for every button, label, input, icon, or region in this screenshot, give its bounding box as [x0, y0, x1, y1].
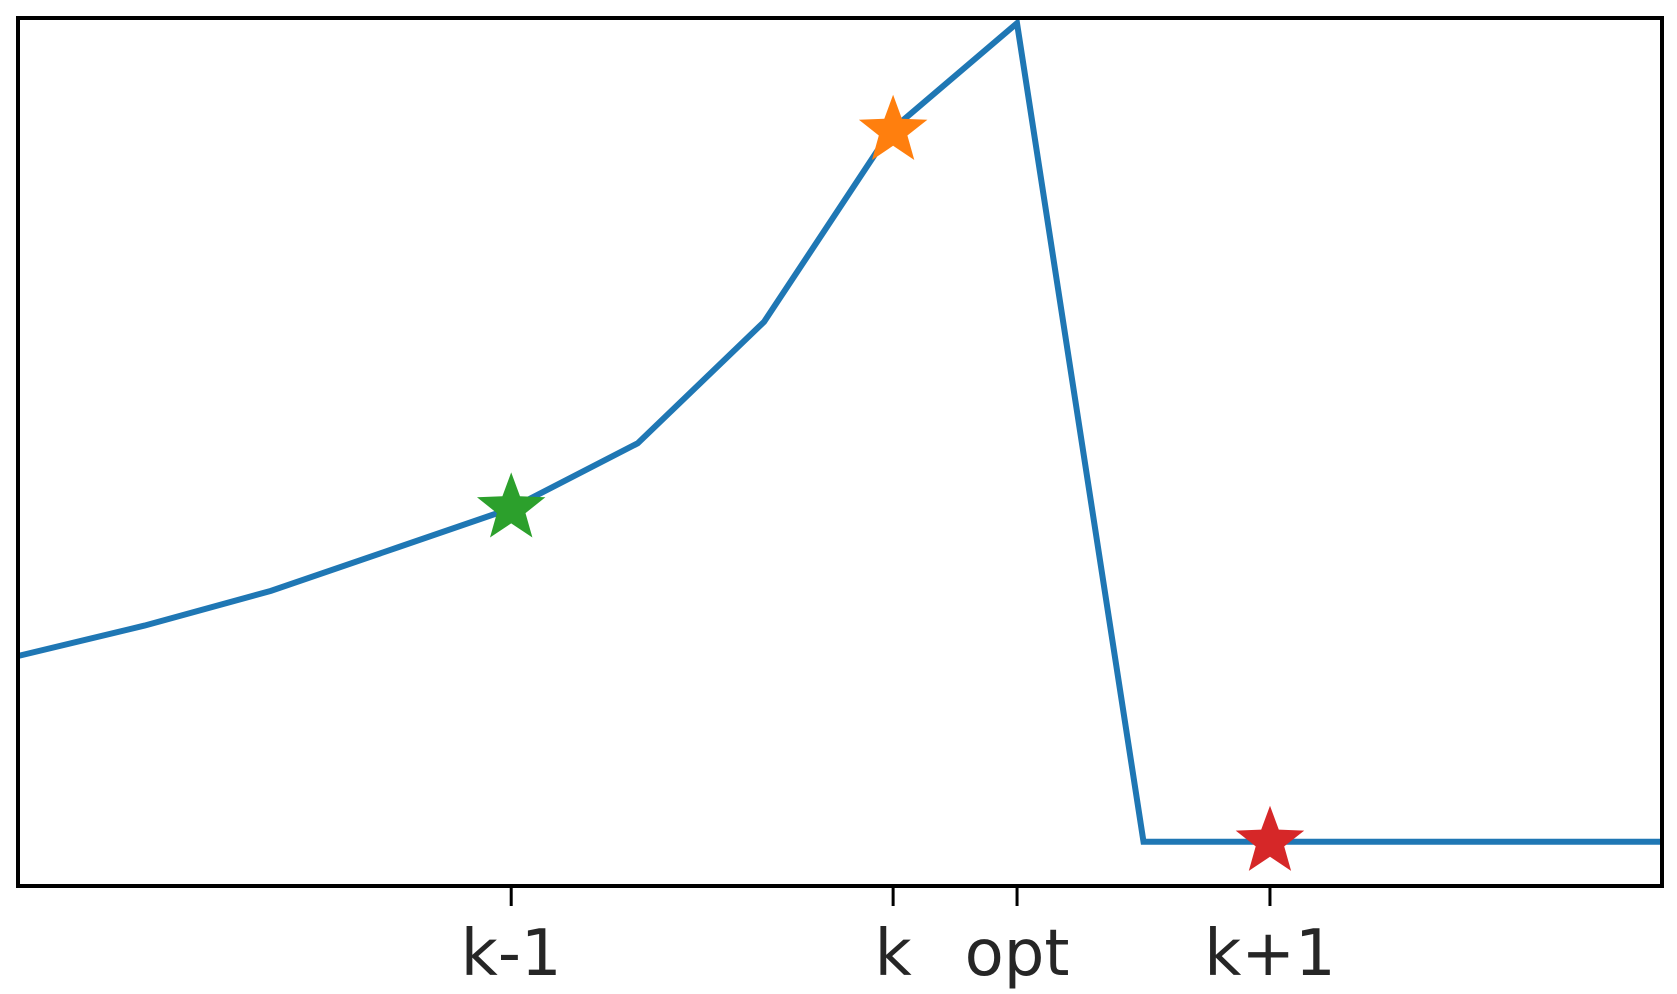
x-tick-label-3: k+1 — [1204, 917, 1335, 991]
star-marker-2 — [1235, 805, 1305, 871]
x-tick-label-1: k — [875, 917, 912, 991]
star-marker-0 — [477, 472, 546, 538]
axes-frame — [16, 16, 1664, 888]
x-tick-label-2: opt — [965, 917, 1070, 991]
series-line-0 — [17, 17, 1662, 845]
star-marker-1 — [858, 94, 928, 160]
x-tick-label-0: k-1 — [461, 917, 562, 991]
plot-area — [17, 17, 1662, 871]
x-axis-ticks: k-1 k opt k+1 — [461, 886, 1336, 991]
